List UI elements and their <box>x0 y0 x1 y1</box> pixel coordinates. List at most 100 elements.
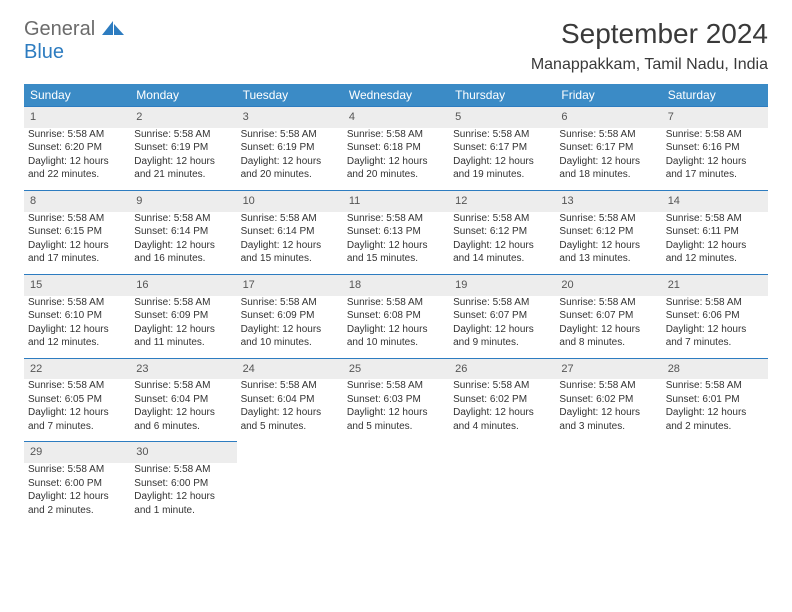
content-row: Sunrise: 5:58 AMSunset: 6:20 PMDaylight:… <box>24 128 768 190</box>
sunrise-line: Sunrise: 5:58 AM <box>28 128 126 142</box>
logo-word2: Blue <box>24 41 64 63</box>
day-cell: Sunrise: 5:58 AMSunset: 6:18 PMDaylight:… <box>343 128 449 190</box>
sunset-line: Sunset: 6:07 PM <box>559 309 657 323</box>
daylight-line: Daylight: 12 hours <box>666 323 764 337</box>
day-cell <box>662 463 768 525</box>
daylight-line: and 8 minutes. <box>559 336 657 350</box>
daylight-line: and 6 minutes. <box>134 420 232 434</box>
sunset-line: Sunset: 6:02 PM <box>559 393 657 407</box>
daylight-line: and 15 minutes. <box>241 252 339 266</box>
sunset-line: Sunset: 6:03 PM <box>347 393 445 407</box>
day-number: 10 <box>237 190 343 212</box>
day-cell: Sunrise: 5:58 AMSunset: 6:01 PMDaylight:… <box>662 379 768 441</box>
day-cell: Sunrise: 5:58 AMSunset: 6:05 PMDaylight:… <box>24 379 130 441</box>
daylight-line: and 16 minutes. <box>134 252 232 266</box>
sunset-line: Sunset: 6:04 PM <box>134 393 232 407</box>
sunset-line: Sunset: 6:20 PM <box>28 141 126 155</box>
daylight-line: Daylight: 12 hours <box>134 406 232 420</box>
topbar: General Blue September 2024 Manappakkam,… <box>24 18 768 74</box>
sunrise-line: Sunrise: 5:58 AM <box>453 296 551 310</box>
day-number: 8 <box>24 190 130 212</box>
weekday-header: Monday <box>130 84 236 106</box>
sunset-line: Sunset: 6:04 PM <box>241 393 339 407</box>
daylight-line: and 20 minutes. <box>347 168 445 182</box>
sunset-line: Sunset: 6:13 PM <box>347 225 445 239</box>
sunrise-line: Sunrise: 5:58 AM <box>241 379 339 393</box>
day-cell: Sunrise: 5:58 AMSunset: 6:09 PMDaylight:… <box>130 296 236 358</box>
sunrise-line: Sunrise: 5:58 AM <box>666 128 764 142</box>
daylight-line: Daylight: 12 hours <box>134 239 232 253</box>
day-number: 12 <box>449 190 555 212</box>
sunset-line: Sunset: 6:05 PM <box>28 393 126 407</box>
daylight-line: Daylight: 12 hours <box>134 490 232 504</box>
daylight-line: and 11 minutes. <box>134 336 232 350</box>
sail-icon <box>102 21 124 35</box>
daylight-line: and 9 minutes. <box>453 336 551 350</box>
sunrise-line: Sunrise: 5:58 AM <box>134 212 232 226</box>
day-number: 23 <box>130 358 236 380</box>
daylight-line: Daylight: 12 hours <box>453 155 551 169</box>
sunset-line: Sunset: 6:17 PM <box>453 141 551 155</box>
daylight-line: Daylight: 12 hours <box>241 323 339 337</box>
content-row: Sunrise: 5:58 AM Sunset: 6:15 PM Daylight:… <box>24 212 768 274</box>
daylight-line: and 10 minutes. <box>241 336 339 350</box>
sunset-line: Sunset: 6:08 PM <box>347 309 445 323</box>
sunset-line: Sunset: 6:15 PM <box>28 225 126 239</box>
daylight-line: Daylight: 12 hours <box>666 406 764 420</box>
daylight-line: Daylight: 12 hours <box>28 490 126 504</box>
sunset-line: Sunset: 6:18 PM <box>347 141 445 155</box>
day-cell <box>343 463 449 525</box>
day-cell: Sunrise: 5:58 AMSunset: 6:07 PMDaylight:… <box>555 296 661 358</box>
day-cell: Sunrise: 5:58 AMSunset: 6:17 PMDaylight:… <box>449 128 555 190</box>
day-number: 15 <box>24 274 130 296</box>
day-number: 6 <box>555 106 661 128</box>
logo-text: General Blue <box>24 18 124 64</box>
day-cell: Sunrise: 5:58 AMSunset: 6:03 PMDaylight:… <box>343 379 449 441</box>
day-cell: Sunrise: 5:58 AMSunset: 6:09 PMDaylight:… <box>237 296 343 358</box>
day-cell: Sunrise: 5:58 AMSunset: 6:19 PMDaylight:… <box>237 128 343 190</box>
daylight-line: and 17 minutes. <box>666 168 764 182</box>
day-cell: Sunrise: 5:58 AMSunset: 6:17 PMDaylight:… <box>555 128 661 190</box>
day-cell: Sunrise: 5:58 AMSunset: 6:16 PMDaylight:… <box>662 128 768 190</box>
sunrise-line: Sunrise: 5:58 AM <box>666 379 764 393</box>
daylight-line: and 5 minutes. <box>347 420 445 434</box>
day-number: 16 <box>130 274 236 296</box>
daylight-line: and 2 minutes. <box>28 504 126 518</box>
content-row: Sunrise: 5:58 AMSunset: 6:00 PMDaylight:… <box>24 463 768 525</box>
day-number: 20 <box>555 274 661 296</box>
day-number: 13 <box>555 190 661 212</box>
sunrise-line: Sunrise: 5:58 AM <box>241 128 339 142</box>
content-row: Sunrise: 5:58 AM Sunset: 6:10 PM Daylight:… <box>24 296 768 358</box>
day-cell: Sunrise: 5:58 AMSunset: 6:10 PMDaylight:… <box>24 296 130 358</box>
sunset-line: Sunset: 6:11 PM <box>666 225 764 239</box>
sunrise-line: Sunrise: 5:58 AM <box>134 379 232 393</box>
daylight-line: and 20 minutes. <box>241 168 339 182</box>
daylight-line: and 13 minutes. <box>559 252 657 266</box>
sunrise-line: Sunrise: 5:58 AM <box>28 463 126 477</box>
sunset-line: Sunset: 6:00 PM <box>28 477 126 491</box>
day-cell: Sunrise: 5:58 AMSunset: 6:19 PMDaylight:… <box>130 128 236 190</box>
day-cell: Sunrise: 5:58 AMSunset: 6:14 PMDaylight:… <box>237 212 343 274</box>
daylight-line: Daylight: 12 hours <box>241 155 339 169</box>
sunrise-line: Sunrise: 5:58 AM <box>559 128 657 142</box>
day-number: 1 <box>24 106 130 128</box>
location: Manappakkam, Tamil Nadu, India <box>531 56 768 74</box>
sunrise-line: Sunrise: 5:58 AM <box>134 128 232 142</box>
day-cell: Sunrise: 5:58 AMSunset: 6:07 PMDaylight:… <box>449 296 555 358</box>
day-number: 26 <box>449 358 555 380</box>
daylight-line: and 18 minutes. <box>559 168 657 182</box>
day-number: 11 <box>343 190 449 212</box>
sunrise-line: Sunrise: 5:58 AM <box>134 463 232 477</box>
daynum-row: 891011121314 <box>24 190 768 212</box>
weekday-header: Tuesday <box>237 84 343 106</box>
sunset-line: Sunset: 6:10 PM <box>28 309 126 323</box>
daylight-line: and 2 minutes. <box>666 420 764 434</box>
sunset-line: Sunset: 6:02 PM <box>453 393 551 407</box>
day-number: 17 <box>237 274 343 296</box>
logo-word1: General <box>24 18 95 40</box>
day-number: 29 <box>24 441 130 463</box>
content-row: Sunrise: 5:58 AM Sunset: 6:05 PM Daylight:… <box>24 379 768 441</box>
day-cell: Sunrise: 5:58 AMSunset: 6:04 PMDaylight:… <box>130 379 236 441</box>
day-number: 30 <box>130 441 236 463</box>
daylight-line: and 1 minute. <box>134 504 232 518</box>
